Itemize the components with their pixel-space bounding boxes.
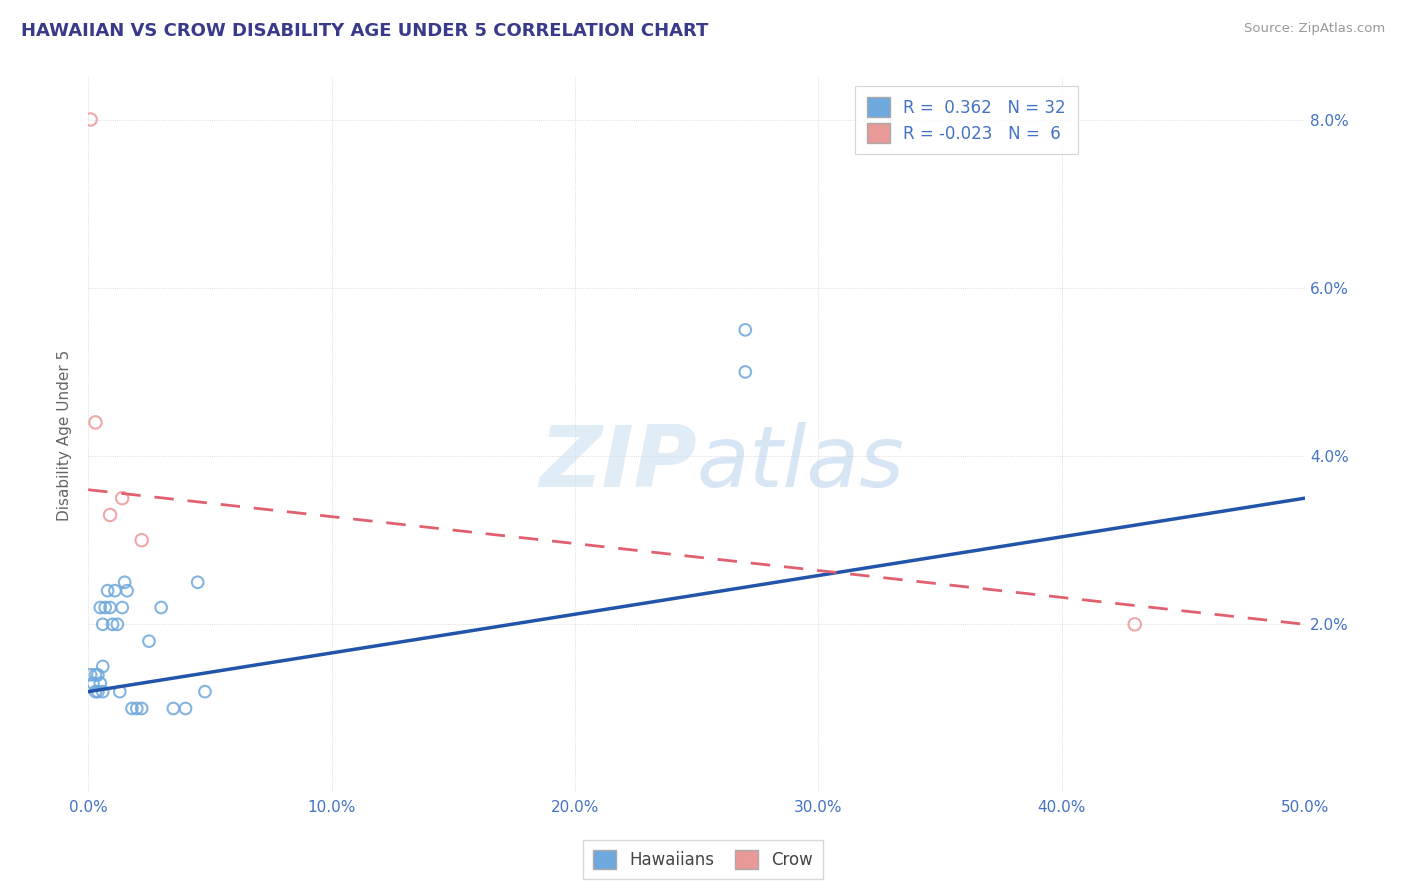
Legend: Hawaiians, Crow: Hawaiians, Crow [583, 840, 823, 880]
Point [104, 583, 127, 598]
Text: Source: ZipAtlas.com: Source: ZipAtlas.com [1244, 22, 1385, 36]
Point [79, 112, 101, 127]
Point [734, 323, 756, 337]
Point [87, 684, 110, 698]
Point [79, 668, 101, 682]
Point [108, 684, 131, 698]
Point [91, 659, 114, 673]
Point [115, 583, 138, 598]
Point [131, 701, 153, 715]
Point [194, 684, 217, 698]
Point [98, 508, 121, 522]
Point [82, 676, 104, 690]
Point [91, 617, 114, 632]
Point [114, 575, 136, 590]
Point [89, 676, 111, 690]
Point [187, 575, 209, 590]
Point [84, 684, 107, 698]
Point [87, 668, 110, 682]
Point [174, 701, 197, 715]
Point [138, 634, 160, 648]
Text: HAWAIIAN VS CROW DISABILITY AGE UNDER 5 CORRELATION CHART: HAWAIIAN VS CROW DISABILITY AGE UNDER 5 … [21, 22, 709, 40]
Point [125, 701, 148, 715]
Point [101, 617, 124, 632]
Point [150, 600, 173, 615]
Text: atlas: atlas [696, 422, 904, 505]
Point [84, 416, 107, 430]
Point [94, 600, 117, 615]
Point [734, 365, 756, 379]
Point [162, 701, 184, 715]
Point [98, 600, 121, 615]
Point [111, 600, 134, 615]
Point [91, 684, 114, 698]
Point [89, 600, 111, 615]
Point [105, 617, 128, 632]
Y-axis label: Disability Age Under 5: Disability Age Under 5 [58, 350, 72, 521]
Point [97, 583, 120, 598]
Point [131, 533, 153, 548]
Legend: R =  0.362   N = 32, R = -0.023   N =  6: R = 0.362 N = 32, R = -0.023 N = 6 [855, 86, 1078, 154]
Point [1123, 617, 1146, 632]
Point [84, 668, 107, 682]
Point [111, 491, 134, 505]
Text: ZIP: ZIP [538, 422, 696, 505]
Point [121, 701, 143, 715]
